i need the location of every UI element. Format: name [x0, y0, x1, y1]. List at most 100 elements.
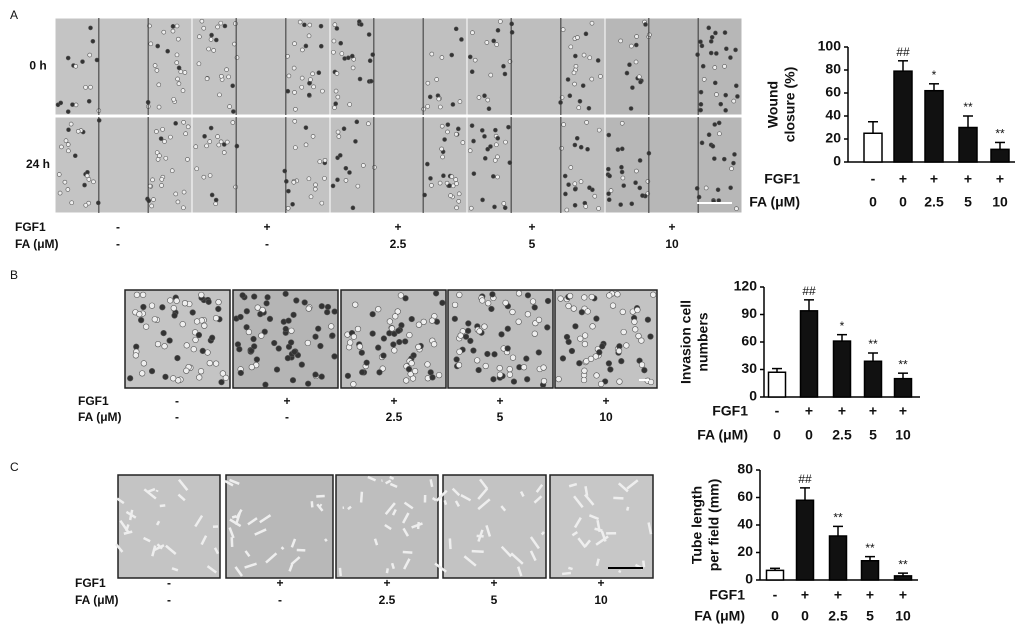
tube [583, 539, 592, 548]
cell [361, 163, 366, 168]
tube [115, 543, 124, 553]
cell [258, 332, 265, 339]
tube [359, 491, 364, 503]
tube [389, 475, 395, 481]
cell [189, 309, 196, 316]
cell [193, 318, 201, 325]
cell [209, 32, 214, 38]
cell [619, 146, 625, 152]
cell [633, 180, 638, 185]
bar [863, 360, 883, 398]
bar [860, 560, 880, 581]
cell [698, 102, 704, 107]
cell [293, 297, 300, 304]
cell [202, 134, 207, 139]
cell [300, 47, 305, 53]
cell [520, 364, 528, 371]
cell [524, 376, 531, 383]
y-axis-label-line: numbers [694, 312, 710, 371]
cell [207, 173, 213, 178]
cell [380, 335, 388, 342]
tube [159, 504, 166, 508]
cell [712, 156, 717, 161]
cell [138, 317, 145, 324]
condition-value: 10 [665, 237, 679, 251]
cell [598, 380, 605, 388]
tube [177, 478, 189, 491]
category-label: 10 [895, 427, 911, 443]
micrograph [604, 116, 743, 214]
cell [563, 333, 571, 341]
tube [463, 555, 477, 567]
cell [193, 144, 199, 149]
cell [439, 146, 444, 152]
cell [375, 344, 382, 351]
cell [227, 104, 232, 109]
micrograph [554, 289, 658, 389]
cell [165, 48, 170, 54]
cell [402, 338, 409, 345]
cell [237, 369, 244, 377]
cell [629, 43, 634, 49]
tube [448, 538, 452, 550]
cell [606, 191, 611, 197]
bar [990, 148, 1010, 163]
cell [196, 374, 203, 381]
cell [581, 52, 587, 58]
cell [568, 44, 574, 50]
significance-label: ** [995, 127, 1005, 141]
cell [176, 65, 182, 71]
cell [140, 303, 147, 311]
cell [236, 346, 243, 353]
cell [369, 311, 376, 318]
cell [178, 69, 184, 75]
cell [353, 139, 358, 144]
cell [620, 175, 626, 181]
cell [170, 28, 176, 34]
cell [248, 347, 255, 354]
cell [90, 38, 96, 44]
cell [289, 377, 297, 384]
cell [573, 53, 578, 59]
cell [65, 187, 71, 192]
tube [626, 506, 630, 511]
cell [706, 132, 712, 138]
cell [503, 139, 508, 145]
cell [540, 364, 547, 371]
tube [573, 517, 582, 529]
tube [588, 514, 600, 521]
cell [290, 311, 297, 318]
condition-value: - [175, 410, 179, 424]
cell [729, 166, 734, 171]
condition-value: + [528, 220, 535, 234]
cell [467, 148, 473, 153]
tube [568, 482, 578, 488]
cell [644, 316, 652, 323]
cell [501, 63, 506, 69]
cell [312, 186, 318, 192]
cell [209, 334, 216, 341]
cell [471, 138, 476, 144]
cell [209, 192, 215, 198]
cell [322, 158, 328, 163]
cell [624, 70, 630, 76]
cell [716, 120, 722, 126]
bar [832, 340, 852, 398]
cell [334, 71, 340, 76]
cell [493, 127, 498, 133]
cell [504, 325, 511, 332]
cell [735, 94, 740, 99]
micrograph-bg [329, 116, 468, 214]
cell [151, 316, 158, 323]
category-label: 5 [866, 608, 874, 624]
cell [596, 206, 601, 211]
cell [324, 303, 332, 311]
y-tick-label: 0 [745, 571, 753, 587]
cell [148, 41, 154, 47]
tube [389, 482, 398, 489]
cell [457, 99, 463, 104]
cell [285, 317, 292, 324]
cell [504, 345, 511, 352]
tube [535, 484, 544, 493]
cell [717, 131, 722, 137]
